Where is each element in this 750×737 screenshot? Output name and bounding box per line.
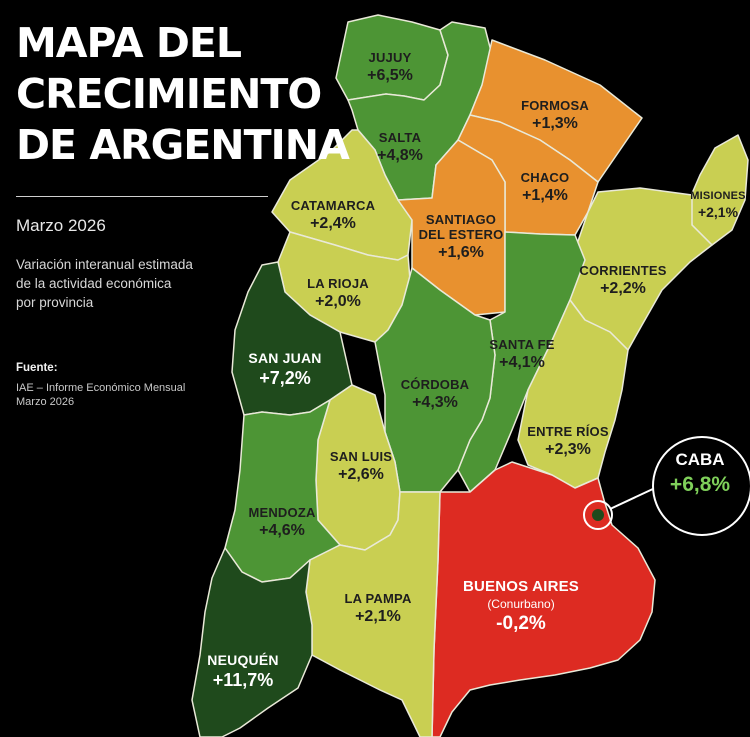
province-name: CÓRDOBA xyxy=(400,377,470,392)
province-value: +11,7% xyxy=(212,670,274,690)
caba-name: CABA xyxy=(675,450,725,469)
label-misiones: MISIONES +2,1% xyxy=(690,190,745,220)
caba-connector xyxy=(609,487,656,510)
province-name: LA RIOJA xyxy=(307,276,369,291)
province-value: +1,4% xyxy=(522,187,568,204)
province-subtitle: (Conurbano) xyxy=(487,597,555,611)
province-buenosaires xyxy=(431,461,656,737)
label-neuquen: NEUQUÉN +11,7% xyxy=(207,652,278,691)
province-value: +1,6% xyxy=(438,244,484,261)
title-line-2: CRECIMIENTO xyxy=(16,70,322,118)
province-value: +4,1% xyxy=(499,354,545,371)
province-value: +2,3% xyxy=(545,441,591,458)
caba-marker xyxy=(583,500,613,530)
title-line-3: DE ARGENTINA xyxy=(16,121,350,169)
caba-callout xyxy=(652,436,750,536)
title-divider xyxy=(16,196,268,197)
label-jujuy: JUJUY +6,5% xyxy=(367,50,413,85)
province-value: +7,2% xyxy=(259,368,311,388)
description-line-1: Variación interanual estimada xyxy=(16,257,193,272)
province-value: +2,0% xyxy=(315,293,361,310)
source-text: IAE – Informe Económico Mensual Marzo 20… xyxy=(16,381,185,409)
province-name: SAN LUIS xyxy=(329,449,393,464)
province-name: SALTA xyxy=(378,130,422,145)
province-value: +2,2% xyxy=(600,280,646,297)
province-cordoba xyxy=(374,267,496,493)
province-name: SANTIAGO xyxy=(425,212,497,227)
province-name: FORMOSA xyxy=(521,98,589,113)
label-sanjuan: SAN JUAN +7,2% xyxy=(248,350,321,389)
page-title: MAPA DEL CRECIMIENTO DE ARGENTINA xyxy=(16,18,350,171)
province-name: MENDOZA xyxy=(248,505,316,520)
province-name: SANTA FE xyxy=(489,337,555,352)
province-misiones xyxy=(689,134,749,246)
label-mendoza: MENDOZA +4,6% xyxy=(248,505,315,540)
province-name: MISIONES xyxy=(690,190,746,202)
source-line-1: IAE – Informe Económico Mensual xyxy=(16,382,186,394)
province-value: +4,3% xyxy=(412,394,458,411)
label-entrerios: ENTRE RÍOS +2,3% xyxy=(527,424,608,459)
province-value: +2,1% xyxy=(355,608,401,625)
province-name: SAN JUAN xyxy=(248,350,322,366)
province-value: +2,4% xyxy=(310,215,356,232)
province-name-2: DEL ESTERO xyxy=(418,227,504,242)
description-line-2: de la actividad económica xyxy=(16,276,172,291)
province-name: CHACO xyxy=(520,170,570,185)
province-neuquen xyxy=(191,547,313,737)
label-lapampa: LA PAMPA +2,1% xyxy=(344,591,411,626)
description: Variación interanual estimada de la acti… xyxy=(16,255,193,312)
province-name: LA PAMPA xyxy=(344,591,412,606)
label-chaco: CHACO +1,4% xyxy=(521,170,570,205)
label-sanluis: SAN LUIS +2,6% xyxy=(330,449,392,484)
label-santafe: SANTA FE +4,1% xyxy=(489,337,554,372)
province-value: +6,5% xyxy=(367,67,413,84)
province-name: NEUQUÉN xyxy=(207,652,279,668)
source-label: Fuente: xyxy=(16,362,58,374)
label-cordoba: CÓRDOBA +4,3% xyxy=(401,377,470,412)
province-name: CORRIENTES xyxy=(579,263,667,278)
province-name: CATAMARCA xyxy=(290,198,376,213)
province-name: ENTRE RÍOS xyxy=(527,424,609,439)
caba-dot xyxy=(592,509,604,521)
caba-value: +6,8% xyxy=(669,473,731,496)
province-value: -0,2% xyxy=(496,613,546,634)
label-formosa: FORMOSA +1,3% xyxy=(521,98,589,133)
province-value: +2,1% xyxy=(697,204,739,220)
label-buenosaires: BUENOS AIRES (Conurbano) -0,2% xyxy=(463,578,579,635)
label-catamarca: CATAMARCA +2,4% xyxy=(291,198,375,233)
description-line-3: por provincia xyxy=(16,295,94,310)
label-corrientes: CORRIENTES +2,2% xyxy=(579,263,666,298)
source-line-2: Marzo 2026 xyxy=(16,396,75,408)
province-name: BUENOS AIRES xyxy=(462,578,580,595)
label-santiago: SANTIAGO DEL ESTERO +1,6% xyxy=(419,212,504,262)
province-value: +4,8% xyxy=(377,147,423,164)
province-value: +1,3% xyxy=(532,115,578,132)
title-line-1: MAPA DEL xyxy=(16,19,242,67)
label-salta: SALTA +4,8% xyxy=(377,130,423,165)
caba-label: CABA +6,8% xyxy=(670,450,730,497)
province-value: +2,6% xyxy=(338,466,384,483)
province-value: +4,6% xyxy=(259,522,305,539)
province-name: JUJUY xyxy=(368,50,412,65)
label-larioja: LA RIOJA +2,0% xyxy=(307,276,369,311)
date-label: Marzo 2026 xyxy=(16,216,106,235)
